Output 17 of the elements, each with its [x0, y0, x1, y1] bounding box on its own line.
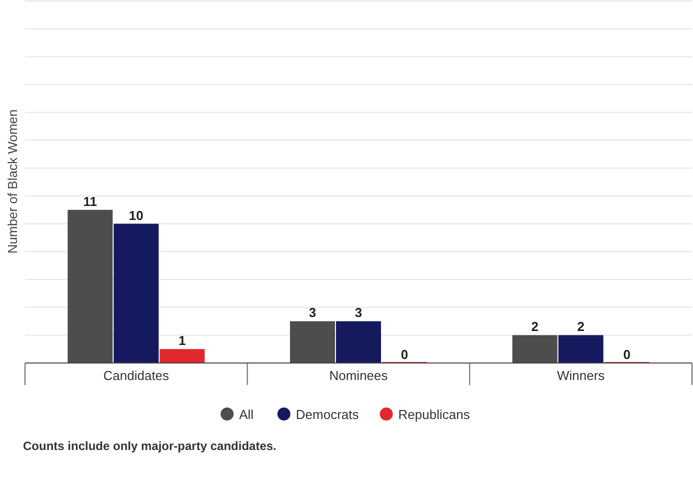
text: Counts include only major-party candidates. — [23, 439, 276, 453]
legend-label: All — [239, 407, 254, 422]
data-label: 0 — [623, 347, 630, 362]
data-label: 3 — [354, 305, 362, 320]
legend-label: Republicans — [398, 407, 470, 422]
x-tick-label: Candidates — [103, 368, 170, 383]
data-label: 1 — [178, 333, 186, 348]
x-tick-label: Winners — [556, 368, 606, 383]
x-tick-label: Nominees — [329, 368, 388, 383]
data-label: 10 — [128, 208, 144, 223]
data-label: 0 — [400, 347, 408, 362]
legend-label: Democrats — [296, 407, 360, 422]
data-label: 2 — [577, 319, 584, 334]
data-label: 3 — [308, 305, 316, 320]
y-axis-title: Number of Black Women — [5, 109, 20, 254]
data-label: 11 — [83, 194, 98, 209]
data-label: 2 — [531, 319, 538, 334]
